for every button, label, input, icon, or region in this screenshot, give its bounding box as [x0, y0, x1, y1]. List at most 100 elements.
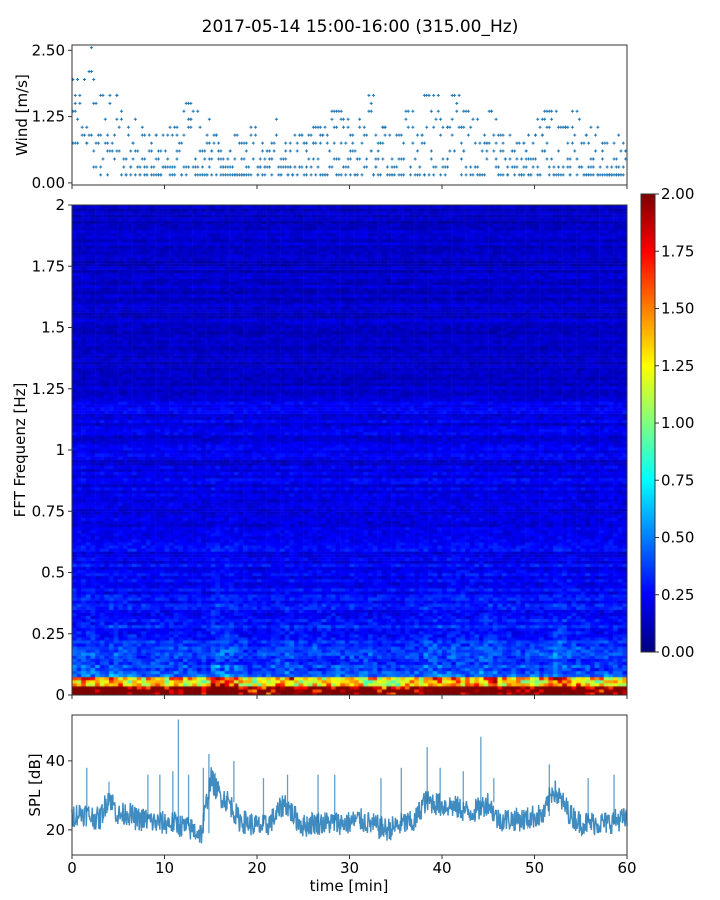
wind-point	[566, 125, 570, 129]
spl-ytick-label: 20	[46, 821, 65, 839]
wind-panel	[71, 46, 628, 177]
wind-point	[365, 165, 369, 169]
wind-point	[113, 133, 117, 137]
wind-point	[538, 173, 542, 177]
wind-point	[360, 141, 364, 145]
wind-point	[247, 165, 251, 169]
wind-point	[182, 133, 186, 137]
wind-point	[376, 157, 380, 161]
wind-point	[101, 93, 105, 97]
colorbar-tick-label: 0.50	[661, 529, 694, 547]
wind-point	[594, 133, 598, 137]
wind-point	[131, 141, 135, 145]
wind-point	[575, 173, 579, 177]
wind-point	[193, 157, 197, 161]
wind-point	[520, 157, 524, 161]
wind-point	[464, 173, 468, 177]
wind-point	[203, 157, 207, 161]
wind-point	[348, 173, 352, 177]
wind-point	[439, 173, 443, 177]
wind-point	[143, 157, 147, 161]
wind-point	[573, 133, 577, 137]
wind-point	[594, 149, 598, 153]
wind-point	[163, 149, 167, 153]
wind-point	[73, 109, 77, 113]
wind-point	[124, 173, 128, 177]
wind-point	[471, 117, 475, 121]
chart-title: 2017-05-14 15:00-16:00 (315.00_Hz)	[202, 17, 519, 37]
wind-point	[462, 125, 466, 129]
wind-point	[612, 141, 616, 145]
wind-point	[80, 125, 84, 129]
wind-point	[145, 173, 149, 177]
wind-point	[263, 173, 267, 177]
wind-point	[489, 109, 493, 113]
wind-point	[89, 133, 93, 137]
wind-point	[341, 117, 345, 121]
wind-point	[300, 165, 304, 169]
wind-point	[411, 141, 415, 145]
wind-point	[138, 173, 142, 177]
wind-point	[369, 101, 373, 105]
wind-point	[547, 125, 551, 129]
wind-point	[506, 173, 510, 177]
wind-point	[448, 149, 452, 153]
wind-point	[557, 149, 561, 153]
wind-point	[561, 165, 565, 169]
wind-point	[617, 133, 621, 137]
wind-point	[73, 101, 77, 105]
wind-point	[161, 133, 165, 137]
wind-point	[82, 133, 86, 137]
wind-point	[217, 141, 221, 145]
wind-point	[378, 173, 382, 177]
wind-point	[524, 149, 528, 153]
wind-point	[365, 133, 369, 137]
wind-point	[385, 165, 389, 169]
wind-point	[390, 157, 394, 161]
wind-point	[325, 173, 329, 177]
wind-point	[452, 93, 456, 97]
wind-point	[189, 101, 193, 105]
wind-point	[501, 173, 505, 177]
wind-point	[156, 157, 160, 161]
wind-point	[173, 165, 177, 169]
wind-point	[561, 173, 565, 177]
wind-point	[406, 125, 410, 129]
wind-point	[221, 157, 225, 161]
wind-point	[284, 149, 288, 153]
wind-point	[76, 77, 80, 81]
wind-point	[261, 149, 265, 153]
wind-ytick-label: 0.00	[32, 174, 65, 192]
wind-point	[466, 133, 470, 137]
spectrogram-ytick-label: 0	[55, 686, 65, 704]
wind-point	[89, 70, 93, 74]
wind-point	[274, 117, 278, 121]
wind-point	[235, 133, 239, 137]
wind-point	[536, 117, 540, 121]
wind-point	[335, 125, 339, 129]
wind-point	[219, 149, 223, 153]
wind-point	[286, 173, 290, 177]
wind-point	[462, 149, 466, 153]
spl-line	[71, 767, 628, 844]
spectrogram-ytick-label: 1.25	[32, 380, 65, 398]
wind-point	[619, 149, 623, 153]
wind-point	[591, 157, 595, 161]
wind-point	[207, 165, 211, 169]
wind-point	[409, 165, 413, 169]
wind-point	[159, 149, 163, 153]
wind-point	[480, 149, 484, 153]
spectrogram-ytick-label: 1.5	[41, 319, 65, 337]
wind-point	[108, 93, 112, 97]
wind-point	[411, 125, 415, 129]
wind-point	[570, 125, 574, 129]
wind-point	[492, 133, 496, 137]
wind-point	[517, 141, 521, 145]
wind-point	[360, 173, 364, 177]
wind-point	[76, 117, 80, 121]
wind-point	[496, 165, 500, 169]
wind-point	[272, 141, 276, 145]
wind-point	[99, 173, 103, 177]
wind-point	[92, 149, 96, 153]
